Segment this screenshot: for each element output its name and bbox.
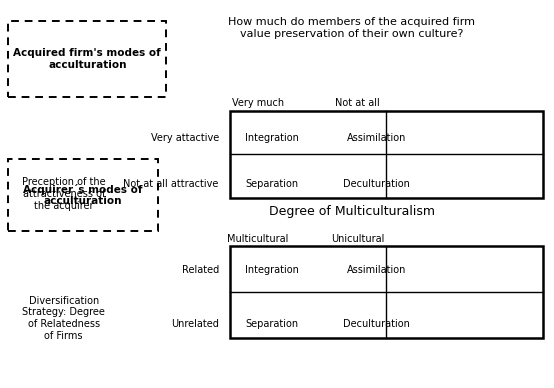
Text: Assimilation: Assimilation — [347, 265, 407, 275]
Text: Integration: Integration — [244, 265, 299, 275]
Text: Diversification
Strategy: Degree
of Relatedness
of Firms: Diversification Strategy: Degree of Rela… — [22, 296, 105, 341]
Text: Integration: Integration — [244, 133, 299, 143]
Text: Degree of Multiculturalism: Degree of Multiculturalism — [269, 205, 435, 218]
Bar — [8, 21, 166, 97]
Bar — [230, 246, 543, 338]
Text: Unrelated: Unrelated — [171, 319, 219, 329]
Text: Related: Related — [182, 265, 219, 275]
Text: Deculturation: Deculturation — [343, 319, 410, 329]
Text: Acquirer´s modes of
acculturation: Acquirer´s modes of acculturation — [23, 184, 143, 206]
Text: Preception of the
attractiveness of
the acquirer: Preception of the attractiveness of the … — [22, 177, 105, 211]
Text: Separation: Separation — [245, 179, 298, 189]
Text: Separation: Separation — [245, 319, 298, 329]
Text: Assimilation: Assimilation — [347, 133, 407, 143]
Bar — [230, 111, 543, 198]
Bar — [8, 159, 158, 231]
Text: Very attactive: Very attactive — [151, 133, 219, 143]
Text: Very much: Very much — [232, 98, 284, 108]
Text: Unicultural: Unicultural — [331, 234, 384, 244]
Text: Acquired firm's modes of
acculturation: Acquired firm's modes of acculturation — [13, 48, 161, 70]
Text: Not at all: Not at all — [335, 98, 379, 108]
Text: How much do members of the acquired firm
value preservation of their own culture: How much do members of the acquired firm… — [228, 17, 475, 39]
Text: Multicultural: Multicultural — [227, 234, 288, 244]
Text: Deculturation: Deculturation — [343, 179, 410, 189]
Text: Not at all attractive: Not at all attractive — [124, 179, 219, 189]
